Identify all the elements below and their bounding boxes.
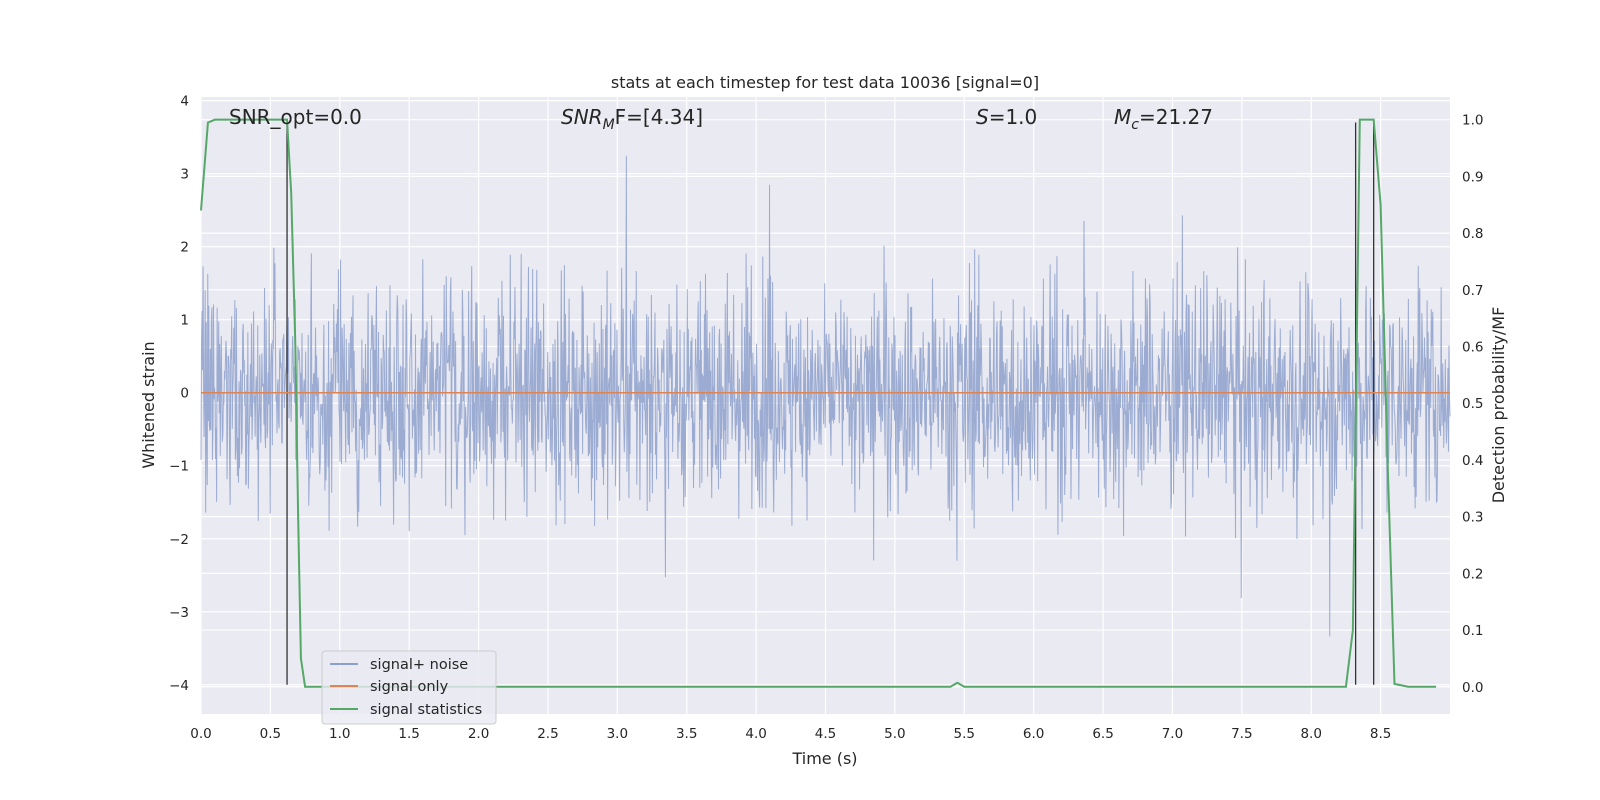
- y2-tick-label: 1.0: [1462, 113, 1483, 129]
- y2-axis-label: Detection probability/MF: [1489, 307, 1508, 504]
- annotation-mc-sub: c: [1131, 117, 1139, 133]
- tick-labels: 0.0 0.5 1.0 1.5 2.0 2.5 3.0 3.5 4.0 4.5 5.0 5.5 6.0 6…: [169, 94, 1483, 742]
- annotation-mc: Mc=21.27: [1114, 105, 1213, 133]
- y2-tick-label: 0.6: [1462, 340, 1483, 356]
- y-tick-label: 2: [180, 240, 189, 256]
- x-tick-label: 4.0: [745, 726, 766, 742]
- y-tick-label: −4: [169, 678, 189, 694]
- y-tick-label: 1: [180, 313, 189, 329]
- annotation-snr-opt: SNR_opt=0.0: [229, 105, 362, 129]
- x-tick-label: 7.5: [1231, 726, 1252, 742]
- x-tick-label: 2.5: [537, 726, 558, 742]
- y2-tick-label: 0.0: [1462, 680, 1483, 696]
- x-tick-label: 6.0: [1023, 726, 1044, 742]
- annotation-snr-mf-base: SNR: [561, 105, 603, 129]
- y2-tick-label: 0.7: [1462, 283, 1483, 299]
- annotation-snr-mf-sub: M: [603, 117, 615, 133]
- x-tick-label: 2.0: [468, 726, 489, 742]
- y-tick-label: 3: [180, 167, 189, 183]
- y-tick-label: −1: [169, 459, 189, 475]
- y-tick-label: 0: [180, 386, 189, 402]
- legend-box: [321, 650, 497, 725]
- series-lines: [200, 118, 1450, 688]
- x-tick-label: 3.0: [607, 726, 628, 742]
- y2-tick-label: 0.5: [1462, 396, 1483, 412]
- series-signal-statistics: [200, 118, 1437, 688]
- y-axis-label: Whitened strain: [139, 341, 158, 468]
- x-tick-label: 6.5: [1092, 726, 1113, 742]
- x-tick-label: 8.0: [1300, 726, 1321, 742]
- x-tick-label: 3.5: [676, 726, 697, 742]
- x-tick-label: 1.5: [398, 726, 419, 742]
- annotation-mc-base: M: [1114, 105, 1131, 129]
- x-tick-label: 0.5: [260, 726, 281, 742]
- annotation-mc-rest: =21.27: [1139, 105, 1213, 129]
- chart-title: stats at each timestep for test data 100…: [611, 73, 1039, 92]
- legend: signal+ noise signal only signal statist…: [321, 650, 497, 725]
- x-tick-label: 7.0: [1162, 726, 1183, 742]
- legend-label-statistics: signal statistics: [370, 702, 482, 718]
- y2-tick-label: 0.2: [1462, 566, 1483, 582]
- annotation-s-rest: =1.0: [989, 105, 1038, 129]
- y-tick-label: −3: [169, 605, 189, 621]
- annotation-snr-mf-rest: F=[4.34]: [615, 105, 703, 129]
- x-tick-label: 1.0: [329, 726, 350, 742]
- x-tick-label: 0.0: [190, 726, 211, 742]
- x-tick-label: 4.5: [815, 726, 836, 742]
- signal-noise-series: [200, 155, 1451, 637]
- y2-tick-label: 0.1: [1462, 623, 1483, 639]
- annotation-s: S=1.0: [976, 105, 1037, 129]
- y-tick-label: −2: [169, 532, 189, 548]
- y2-tick-label: 0.4: [1462, 453, 1483, 469]
- x-tick-label: 8.5: [1370, 726, 1391, 742]
- y-tick-label: 4: [180, 94, 189, 110]
- annotation-snr-mf: SNRMF=[4.34]: [561, 105, 703, 133]
- x-axis-label: Time (s): [791, 749, 857, 768]
- x-tick-label: 5.0: [884, 726, 905, 742]
- y2-tick-label: 0.8: [1462, 226, 1483, 242]
- legend-label-noise: signal+ noise: [370, 657, 468, 673]
- x-tick-label: 5.5: [954, 726, 975, 742]
- y2-tick-label: 0.3: [1462, 510, 1483, 526]
- y2-tick-label: 0.9: [1462, 169, 1483, 185]
- series-signal-noise: [200, 155, 1451, 637]
- annotation-s-base: S: [976, 105, 989, 129]
- legend-label-signal-only: signal only: [370, 679, 449, 695]
